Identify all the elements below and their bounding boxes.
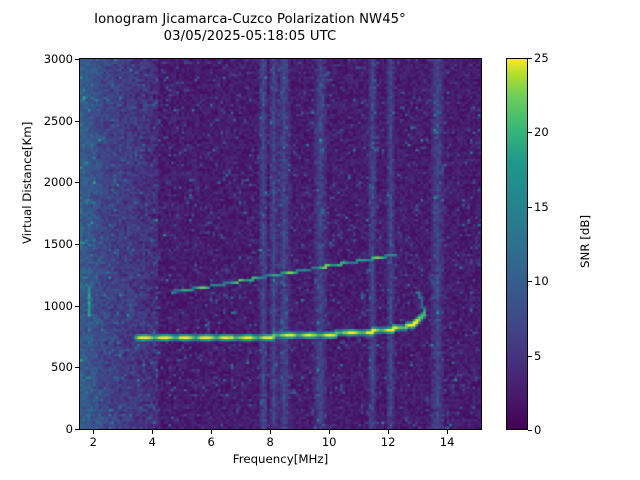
y-axis-title: Virtual Distance[Km] bbox=[20, 121, 34, 244]
x-tick-mark bbox=[152, 430, 154, 434]
colorbar-tick-label: 15 bbox=[534, 199, 549, 214]
colorbar-tick-label: 5 bbox=[534, 348, 542, 363]
colorbar-tick-mark bbox=[528, 132, 532, 134]
y-tick-mark bbox=[75, 429, 79, 430]
colorbar-tick-mark bbox=[528, 206, 532, 208]
y-tick-label: 2500 bbox=[43, 113, 73, 128]
y-tick-label: 500 bbox=[51, 360, 73, 375]
y-tick-label: 1500 bbox=[43, 237, 73, 251]
y-tick-mark bbox=[75, 367, 79, 369]
x-tick-label: 10 bbox=[321, 435, 337, 449]
x-tick-label: 6 bbox=[207, 435, 215, 449]
colorbar-tick-label: 25 bbox=[534, 51, 549, 65]
y-tick-label: 3000 bbox=[43, 52, 73, 66]
y-tick-mark bbox=[75, 120, 79, 122]
colorbar-tick-label: 0 bbox=[534, 423, 542, 437]
x-tick-label: 4 bbox=[148, 435, 156, 449]
x-tick-mark bbox=[211, 430, 213, 434]
y-tick-label: 2000 bbox=[43, 175, 73, 190]
figure-title: Ionogram Jicamarca-Cuzco Polarization NW… bbox=[0, 12, 500, 45]
ionogram-image bbox=[80, 59, 481, 429]
colorbar-tick-mark bbox=[528, 430, 532, 431]
figure-title-line2: 03/05/2025-05:18:05 UTC bbox=[163, 28, 337, 44]
x-tick-mark bbox=[388, 430, 390, 434]
colorbar-title: SNR [dB] bbox=[578, 214, 592, 268]
colorbar-tick-mark bbox=[528, 281, 532, 283]
x-tick-mark bbox=[93, 430, 95, 434]
colorbar-tick-mark bbox=[528, 58, 532, 59]
y-tick-label: 1000 bbox=[43, 298, 73, 313]
x-tick-label: 2 bbox=[89, 435, 97, 449]
y-tick-label: 0 bbox=[65, 422, 73, 436]
figure-title-line1: Ionogram Jicamarca-Cuzco Polarization NW… bbox=[94, 12, 406, 27]
y-tick-mark bbox=[75, 59, 79, 60]
x-tick-label: 12 bbox=[380, 435, 396, 449]
y-tick-mark bbox=[75, 305, 79, 307]
x-tick-label: 14 bbox=[439, 435, 455, 449]
y-tick-mark bbox=[75, 244, 79, 245]
plot-area bbox=[79, 58, 482, 430]
colorbar bbox=[506, 58, 528, 430]
y-tick-mark bbox=[75, 182, 79, 184]
x-tick-mark bbox=[270, 430, 272, 434]
x-tick-mark bbox=[447, 430, 449, 434]
x-tick-mark bbox=[329, 430, 331, 434]
x-tick-label: 8 bbox=[266, 435, 274, 449]
colorbar-tick-mark bbox=[528, 355, 532, 357]
colorbar-tick-label: 20 bbox=[534, 125, 549, 140]
colorbar-tick-label: 10 bbox=[534, 274, 549, 289]
x-axis-title: Frequency[MHz] bbox=[232, 452, 329, 466]
ionogram-heatmap-canvas bbox=[80, 59, 481, 429]
